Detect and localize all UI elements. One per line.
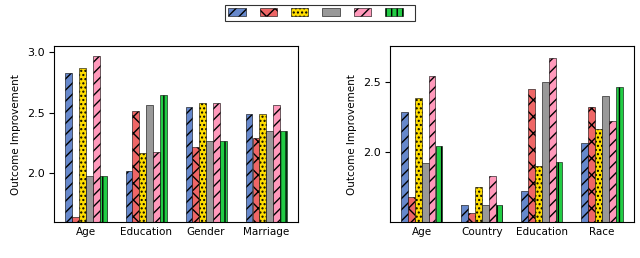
Legend: 0, 1, 2, 3, 4, 5: 0, 1, 2, 3, 4, 5 xyxy=(225,5,415,21)
Bar xyxy=(79,68,86,258)
Bar xyxy=(616,87,623,258)
Bar xyxy=(415,98,422,258)
Bar xyxy=(280,131,287,258)
Bar xyxy=(206,141,213,258)
Y-axis label: Outcome Improvement: Outcome Improvement xyxy=(12,74,21,195)
Bar xyxy=(273,104,280,258)
Bar xyxy=(549,58,556,258)
Bar xyxy=(535,166,542,258)
Bar xyxy=(259,114,266,258)
Bar xyxy=(528,88,535,258)
Bar xyxy=(65,73,72,258)
Bar xyxy=(408,197,415,258)
Bar xyxy=(542,82,548,258)
Bar xyxy=(160,95,166,258)
Bar xyxy=(429,76,435,258)
Bar xyxy=(609,121,616,258)
Bar xyxy=(125,171,132,258)
Y-axis label: Outcome Improvement: Outcome Improvement xyxy=(348,74,357,195)
Bar xyxy=(482,205,488,258)
Bar xyxy=(588,107,595,258)
Bar xyxy=(253,138,259,258)
Bar xyxy=(153,152,160,258)
Bar xyxy=(489,175,495,258)
Bar xyxy=(100,176,106,258)
Bar xyxy=(72,217,79,258)
Bar xyxy=(246,114,252,258)
Bar xyxy=(422,163,429,258)
Bar xyxy=(556,162,563,258)
Bar xyxy=(200,103,206,258)
Bar xyxy=(461,205,468,258)
Bar xyxy=(146,104,153,258)
Bar xyxy=(220,141,227,258)
Bar xyxy=(266,131,273,258)
Bar xyxy=(436,146,442,258)
Bar xyxy=(140,153,146,258)
Bar xyxy=(213,103,220,258)
Bar xyxy=(401,112,408,258)
Bar xyxy=(193,147,199,258)
Bar xyxy=(93,56,100,258)
Bar xyxy=(582,143,588,258)
Bar xyxy=(602,95,609,258)
Bar xyxy=(475,187,482,258)
Bar xyxy=(595,129,602,258)
Bar xyxy=(86,176,93,258)
Bar xyxy=(496,205,502,258)
Bar xyxy=(468,213,475,258)
Bar xyxy=(186,107,192,258)
Bar xyxy=(132,111,139,258)
Bar xyxy=(522,191,528,258)
